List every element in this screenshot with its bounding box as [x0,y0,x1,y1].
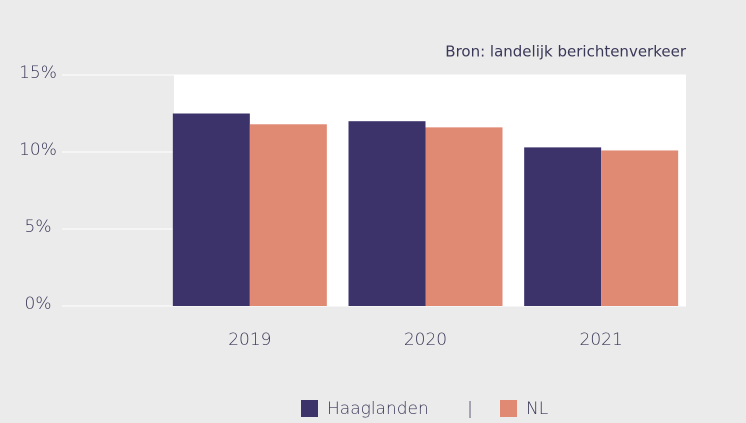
y-tick-label: 10% [19,140,57,160]
legend-separator: | [467,399,473,419]
bar [601,150,679,306]
x-tick-label: 2021 [580,330,623,350]
source-note: Bron: landelijk berichtenverkeer [445,43,687,61]
legend-label: Haaglanden [327,399,429,419]
x-tick-label: 2019 [228,330,271,350]
bar [249,124,327,306]
bar [172,113,250,306]
x-tick-label: 2020 [404,330,447,350]
y-tick-label: 5% [25,217,52,237]
legend-label: NL [526,399,548,419]
bar [524,147,602,306]
y-tick-label: 0% [25,294,52,314]
bar [348,121,426,306]
y-tick-label: 15% [19,63,57,83]
bar [425,127,503,306]
legend-swatch [301,400,318,417]
legend-swatch [500,400,517,417]
